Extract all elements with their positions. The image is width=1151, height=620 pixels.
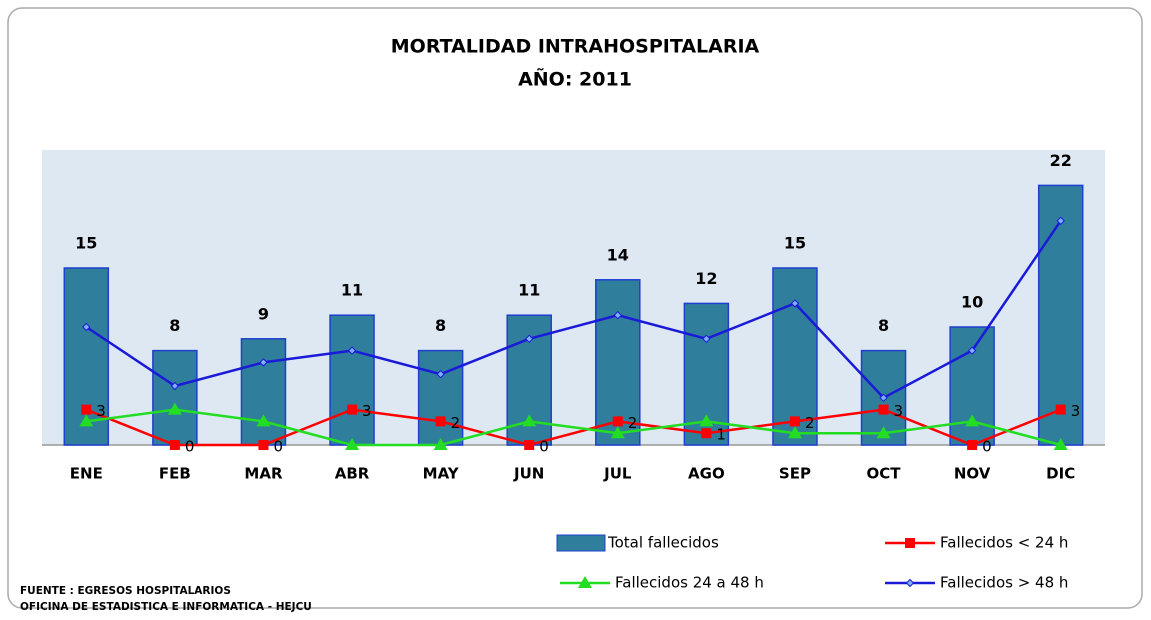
- x-tick-label: MAR: [244, 465, 283, 483]
- marker: [879, 393, 888, 403]
- data-label: 15: [75, 234, 97, 253]
- data-label: 14: [607, 245, 629, 264]
- marker: [699, 414, 714, 427]
- data-label: 0: [539, 438, 549, 456]
- data-label: 3: [1071, 402, 1081, 420]
- x-tick-label: OCT: [867, 465, 902, 483]
- x-tick-label: ABR: [335, 465, 370, 483]
- data-label: 12: [695, 269, 717, 288]
- data-label: 15: [784, 234, 806, 253]
- marker: [876, 426, 891, 439]
- bar: [240, 338, 287, 446]
- data-label: 3: [362, 402, 372, 420]
- data-label: 11: [518, 281, 540, 300]
- legend-label: Fallecidos > 48 h: [940, 574, 1068, 592]
- marker: [347, 404, 358, 415]
- marker: [347, 346, 357, 355]
- marker: [524, 440, 535, 450]
- marker: [613, 310, 622, 320]
- data-label: 8: [169, 316, 180, 335]
- marker: [787, 426, 802, 439]
- marker: [612, 416, 623, 427]
- marker: [435, 416, 446, 427]
- marker: [81, 404, 92, 415]
- data-label: 9: [258, 304, 269, 323]
- line: [85, 220, 1062, 400]
- data-label: 0: [185, 438, 195, 456]
- bar: [1037, 184, 1084, 446]
- data-label: 0: [982, 438, 992, 456]
- marker: [82, 322, 91, 332]
- data-label: 3: [96, 402, 106, 420]
- legend-swatch: [556, 534, 606, 552]
- bar: [949, 326, 995, 446]
- x-tick-label: AGO: [688, 465, 725, 483]
- data-label: 0: [273, 438, 283, 456]
- legend-label: Fallecidos 24 a 48 h: [615, 574, 764, 592]
- data-label: 8: [878, 316, 889, 335]
- marker: [789, 416, 800, 427]
- x-tick-label: JUN: [513, 465, 544, 483]
- legend-label: Total fallecidos: [607, 534, 719, 552]
- x-tick-label: NOV: [954, 465, 991, 483]
- x-tick-label: JUL: [603, 465, 632, 483]
- marker: [167, 402, 182, 415]
- marker: [256, 414, 271, 427]
- footnote: OFICINA DE ESTADISTICA E INFORMATICA - H…: [20, 601, 312, 613]
- plot-area: [42, 150, 1105, 445]
- marker: [965, 414, 980, 427]
- data-label: 2: [628, 414, 638, 432]
- marker: [701, 428, 712, 439]
- bar: [772, 267, 818, 446]
- marker: [258, 440, 269, 450]
- x-tick-label: SEP: [779, 465, 811, 483]
- x-tick-label: FEB: [159, 465, 191, 483]
- data-label: 8: [435, 316, 446, 335]
- marker: [79, 414, 94, 427]
- data-label: 11: [341, 281, 363, 300]
- marker: [436, 369, 445, 379]
- marker: [967, 346, 977, 355]
- chart-subtitle: AÑO: 2011: [518, 67, 632, 91]
- marker: [170, 381, 180, 391]
- chart-title: MORTALIDAD INTRAHOSPITALARIA: [391, 36, 760, 58]
- marker: [345, 438, 360, 450]
- bar: [329, 314, 375, 446]
- marker: [522, 414, 537, 427]
- marker: [967, 440, 978, 450]
- footnote: FUENTE : EGRESOS HOSPITALARIOS: [20, 585, 231, 597]
- marker: [1055, 404, 1066, 415]
- data-label: 22: [1050, 151, 1072, 170]
- marker: [525, 334, 534, 344]
- legend-label: Fallecidos < 24 h: [940, 534, 1068, 552]
- x-tick-label: DIC: [1046, 465, 1075, 483]
- data-label: 2: [805, 414, 815, 432]
- data-label: 1: [716, 426, 726, 444]
- marker: [578, 576, 592, 588]
- line: [85, 408, 1062, 447]
- marker: [1056, 216, 1065, 226]
- marker: [702, 334, 711, 344]
- marker: [905, 538, 915, 548]
- data-label: 3: [894, 402, 904, 420]
- data-label: 2: [451, 414, 461, 432]
- bar: [152, 349, 198, 446]
- marker: [905, 578, 915, 588]
- x-tick-label: ENE: [70, 465, 103, 483]
- x-tick-label: MAY: [423, 465, 460, 483]
- data-label: 10: [961, 293, 983, 312]
- marker: [1053, 438, 1068, 450]
- marker: [169, 440, 180, 450]
- marker: [610, 426, 625, 439]
- marker: [259, 358, 268, 367]
- marker: [433, 438, 448, 450]
- line: [86, 408, 1062, 447]
- marker: [790, 299, 800, 308]
- marker: [878, 404, 889, 415]
